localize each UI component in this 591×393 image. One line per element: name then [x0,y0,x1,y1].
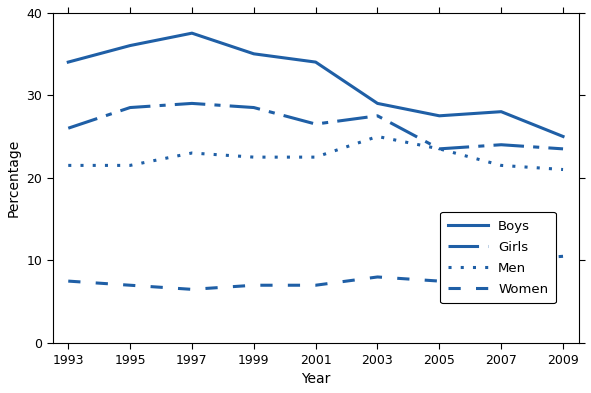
Line: Boys: Boys [68,33,563,136]
Line: Men: Men [68,136,563,169]
X-axis label: Year: Year [301,372,330,386]
Men [189,151,196,155]
Men [498,163,505,168]
Girls [498,142,505,147]
Boys [436,114,443,118]
Men [312,155,319,160]
Men [436,147,443,151]
Women [126,283,134,288]
Women [250,283,257,288]
Girls [126,105,134,110]
Boys [498,109,505,114]
Boys [560,134,567,139]
Line: Women: Women [68,256,563,289]
Men [374,134,381,139]
Girls [189,101,196,106]
Women [498,258,505,263]
Boys [189,31,196,35]
Girls [64,126,72,130]
Boys [250,51,257,56]
Men [560,167,567,172]
Y-axis label: Percentage: Percentage [7,139,21,217]
Women [312,283,319,288]
Girls [250,105,257,110]
Women [560,254,567,259]
Girls [436,147,443,151]
Boys [374,101,381,106]
Women [64,279,72,283]
Girls [374,114,381,118]
Men [250,155,257,160]
Girls [312,122,319,127]
Boys [126,43,134,48]
Women [436,279,443,283]
Women [374,275,381,279]
Boys [312,60,319,64]
Boys [64,60,72,64]
Women [189,287,196,292]
Legend: Boys, Girls, Men, Women: Boys, Girls, Men, Women [440,212,556,303]
Line: Girls: Girls [68,103,563,149]
Girls [560,147,567,151]
Men [126,163,134,168]
Men [64,163,72,168]
